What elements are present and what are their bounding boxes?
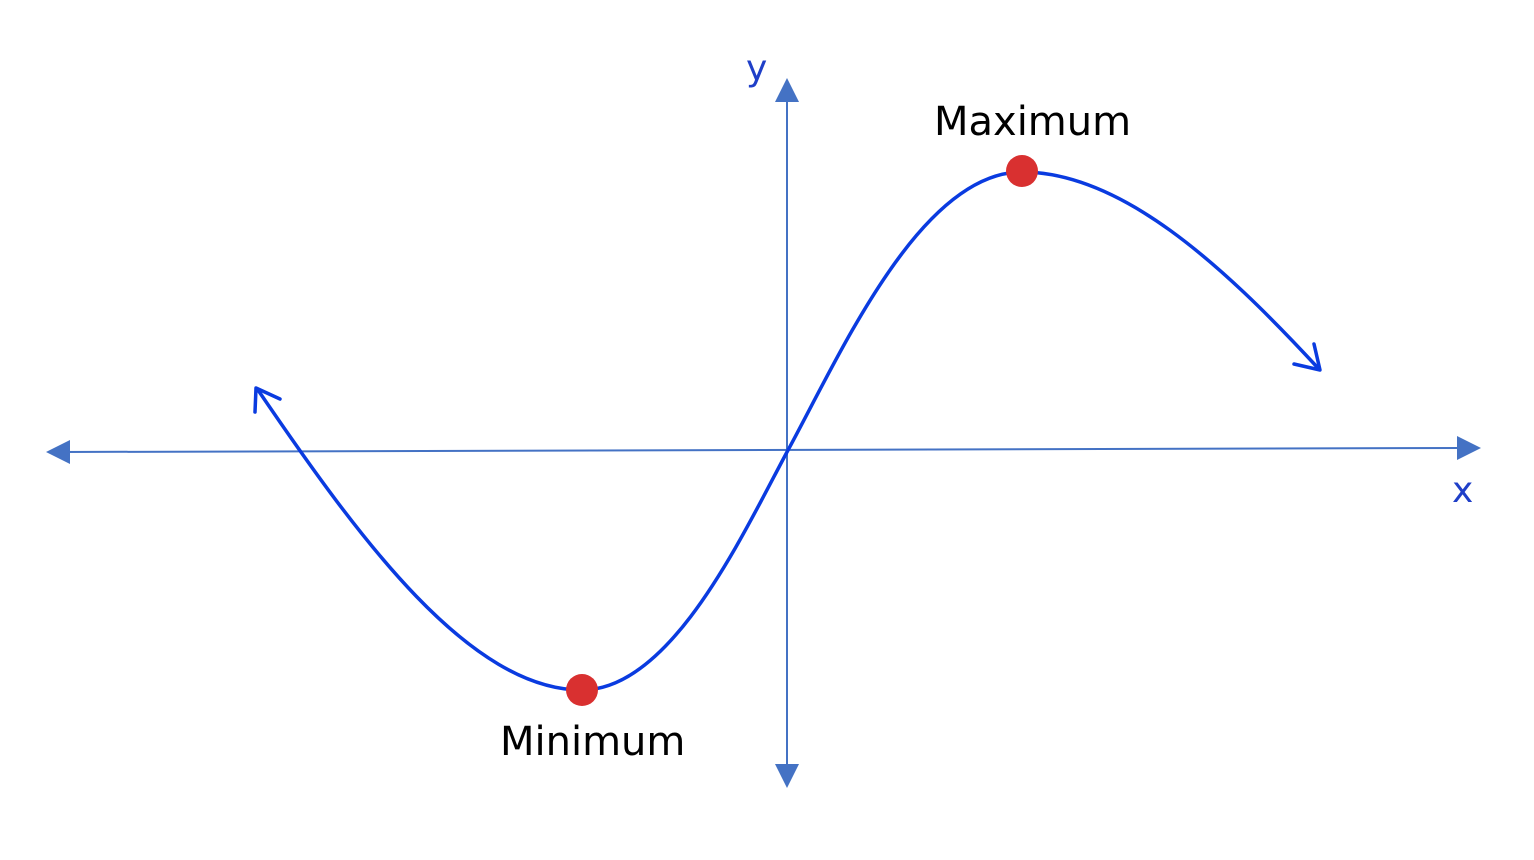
curve-right-arrowhead bbox=[1292, 342, 1322, 372]
maximum-point bbox=[1006, 155, 1038, 187]
x-axis-left-arrowhead bbox=[46, 440, 70, 464]
curve-left-arrowhead bbox=[253, 386, 282, 414]
maximum-label: Maximum bbox=[934, 99, 1131, 145]
y-axis-bottom-arrowhead bbox=[775, 764, 799, 788]
minimum-label: Minimum bbox=[500, 719, 685, 765]
x-axis-line bbox=[61, 447, 1463, 453]
function-curve bbox=[256, 170, 1320, 692]
x-axis-label: x bbox=[1452, 470, 1473, 511]
y-axis-top-arrowhead bbox=[775, 78, 799, 102]
y-axis-label: y bbox=[746, 48, 767, 89]
minimum-point bbox=[566, 674, 598, 706]
y-axis bbox=[775, 78, 799, 788]
x-axis bbox=[46, 436, 1481, 464]
x-axis-right-arrowhead bbox=[1457, 436, 1481, 460]
